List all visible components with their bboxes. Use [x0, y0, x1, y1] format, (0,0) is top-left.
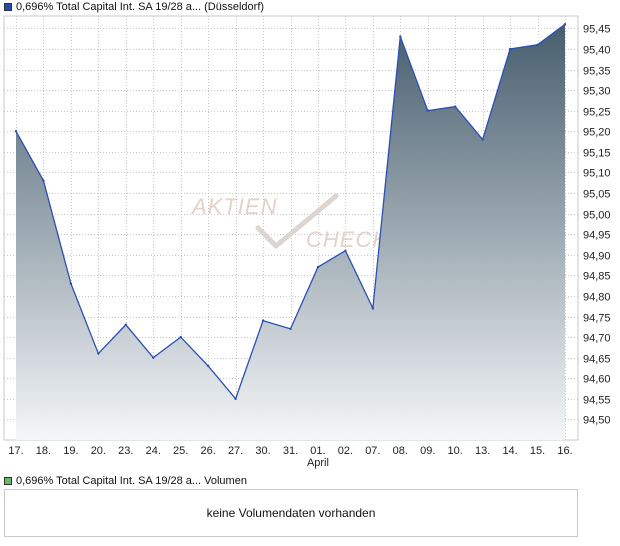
y-tick-label: 95,05	[583, 189, 611, 201]
x-tick-label: 16.	[557, 445, 572, 457]
y-tick-label: 94,95	[583, 230, 611, 242]
y-tick-label: 95,00	[583, 210, 611, 222]
data-point	[14, 130, 18, 133]
data-point	[289, 327, 292, 331]
data-point	[399, 35, 402, 38]
y-tick-label: 94,80	[583, 292, 611, 304]
volume-empty-message: keine Volumendaten vorhanden	[206, 506, 376, 520]
volume-legend-swatch	[4, 477, 12, 485]
price-chart: 95,45 95,40 95,35 95,30 95,25 95,20 95,15 95,10…	[3, 15, 611, 469]
y-tick-label: 95,40	[583, 45, 611, 57]
data-point	[426, 109, 429, 112]
y-tick-label: 94,65	[583, 354, 611, 366]
data-point	[481, 138, 484, 141]
data-point	[206, 364, 210, 368]
data-point	[371, 307, 375, 310]
x-tick-label: 23.	[118, 445, 133, 457]
x-tick-label: 17.	[8, 445, 23, 457]
data-point	[508, 47, 512, 51]
data-point	[344, 249, 347, 252]
y-tick-label: 95,30	[583, 86, 611, 98]
volume-panel: keine Volumendaten vorhanden	[4, 489, 578, 537]
volume-legend: 0,696% Total Capital Int. SA 19/28 a... …	[4, 474, 247, 488]
data-point	[563, 23, 567, 26]
x-tick-label: 02.	[338, 445, 353, 457]
x-tick-label: 10.	[448, 445, 463, 457]
data-point	[97, 352, 100, 355]
y-tick-label: 95,15	[583, 148, 611, 160]
y-tick-label: 95,25	[583, 107, 611, 119]
y-tick-label: 95,45	[583, 24, 611, 36]
x-tick-label: 18.	[36, 445, 51, 457]
data-point	[152, 356, 155, 359]
x-tick-label: 08.	[393, 445, 408, 457]
y-tick-label: 95,35	[583, 66, 611, 78]
x-tick-label: 14.	[502, 445, 517, 457]
x-tick-label: 27.	[228, 445, 243, 457]
price-legend: 0,696% Total Capital Int. SA 19/28 a... …	[4, 0, 264, 14]
x-tick-label: 25.	[173, 445, 188, 457]
x-tick-label: 26.	[201, 445, 216, 457]
y-tick-label: 94,75	[583, 313, 611, 325]
watermark-text-bottom: CHECK	[306, 227, 388, 252]
y-tick-label: 94,90	[583, 251, 611, 263]
y-tick-label: 94,85	[583, 271, 611, 283]
x-tick-label: 07.	[365, 445, 380, 457]
data-point	[316, 265, 320, 269]
x-tick-label: 31.	[283, 445, 298, 457]
data-point	[261, 319, 265, 322]
x-tick-label: 01.	[310, 445, 325, 457]
price-legend-label: 0,696% Total Capital Int. SA 19/28 a... …	[16, 1, 265, 13]
x-month-label: April	[307, 457, 329, 469]
checkmark-icon	[255, 193, 339, 249]
price-area-fill	[16, 24, 565, 440]
watermark-text-top: AKTIEN	[190, 194, 277, 219]
y-tick-label: 94,55	[583, 395, 611, 407]
data-point	[179, 335, 182, 339]
data-point	[42, 179, 45, 182]
x-tick-label: 15.	[530, 445, 545, 457]
x-tick-label: 13.	[475, 445, 490, 457]
y-tick-label: 95,10	[583, 168, 611, 180]
data-point	[124, 323, 128, 326]
data-point	[234, 397, 237, 401]
x-tick-label: 30.	[255, 445, 270, 457]
x-tick-label: 09.	[420, 445, 435, 457]
price-legend-swatch	[4, 3, 12, 11]
x-tick-label: 19.	[63, 445, 78, 457]
data-point	[69, 282, 73, 285]
data-point	[454, 105, 457, 108]
volume-legend-label: 0,696% Total Capital Int. SA 19/28 a... …	[16, 475, 247, 487]
y-tick-label: 94,60	[583, 374, 611, 386]
data-point	[536, 43, 539, 47]
x-tick-label: 20.	[91, 445, 106, 457]
y-tick-label: 95,20	[583, 127, 611, 139]
x-tick-label: 24.	[146, 445, 161, 457]
y-tick-label: 94,50	[583, 415, 611, 427]
y-tick-label: 94,70	[583, 333, 611, 345]
